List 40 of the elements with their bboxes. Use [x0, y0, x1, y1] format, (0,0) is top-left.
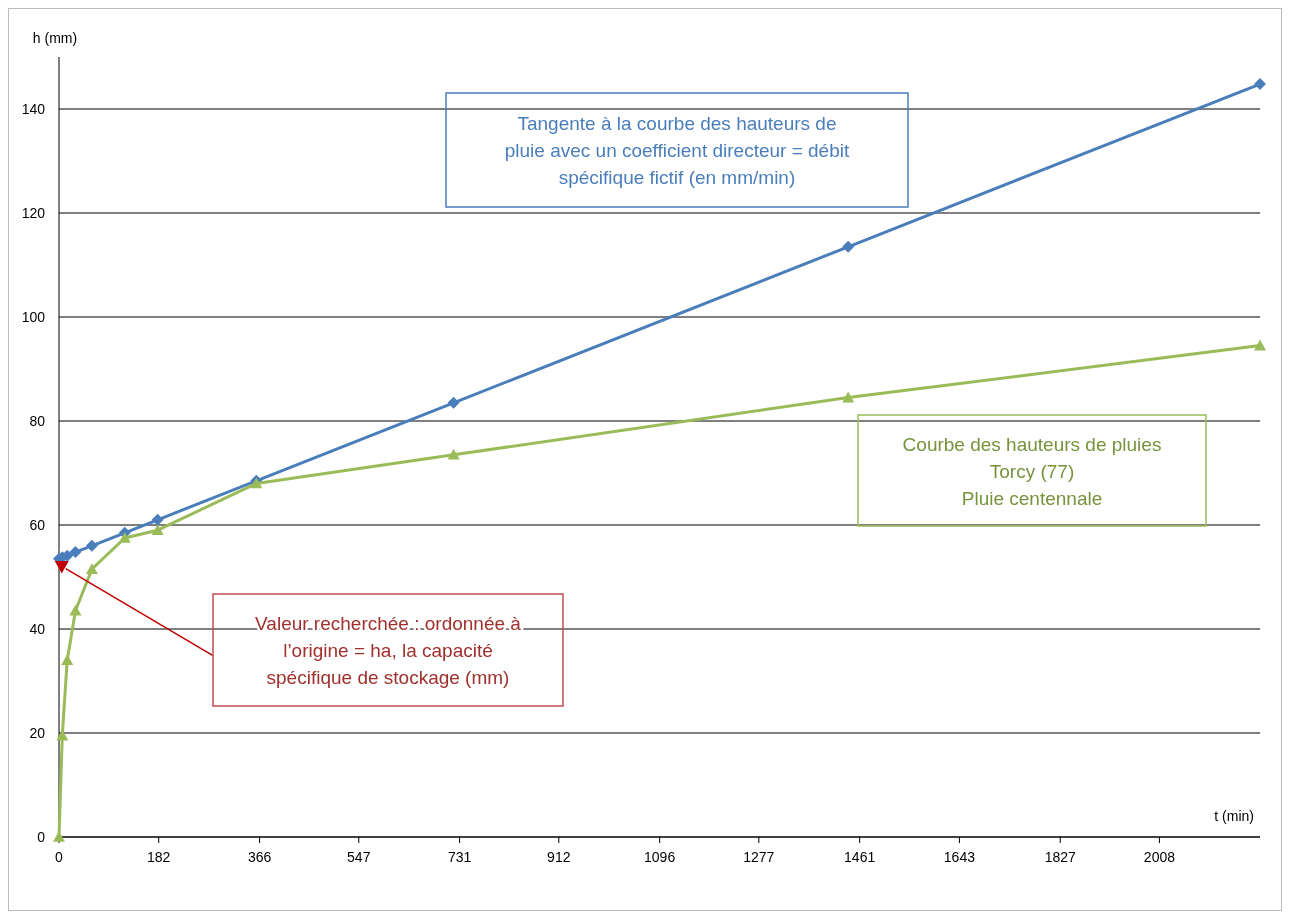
y-tick-label: 0: [37, 829, 46, 845]
x-tick-label: 547: [347, 849, 371, 865]
x-tick-label: 912: [547, 849, 571, 865]
annotation: Tangente à la courbe des hauteurs de pluie avec un coefficient directeur = débit spécifique fictif (en mm/min): [504, 113, 850, 188]
y-tick-label: 60: [29, 517, 46, 533]
y-tick-label: 120: [21, 205, 46, 221]
point: [56, 729, 69, 741]
x-axis-title: t (min): [1214, 808, 1254, 824]
x-tick-label: 1827: [1044, 849, 1077, 865]
x-tick-label: 1096: [644, 849, 676, 865]
point: [54, 561, 69, 574]
x-tick-label: 1643: [943, 849, 976, 865]
point: [118, 532, 131, 543]
y-tick-label: 100: [21, 309, 46, 325]
x-tick-label: 731: [447, 849, 472, 865]
point: [842, 240, 855, 253]
point: [1254, 78, 1266, 91]
y-tick-label: 140: [21, 101, 46, 117]
y-tick-label: 80: [29, 413, 46, 429]
x-tick-label: 1277: [743, 849, 775, 865]
x-tick-label: 366: [247, 849, 272, 865]
x-tick-label: 2008: [1143, 849, 1176, 865]
point: [151, 513, 164, 526]
y-tick-label: 40: [29, 621, 46, 637]
point: [69, 546, 82, 559]
x-tick-label: 182: [147, 849, 171, 865]
annotation: Courbe des hauteurs de pluies Torcy (77) Pluie centennale: [902, 433, 1162, 509]
point: [61, 654, 74, 665]
point: [151, 524, 164, 535]
x-tick-label: 0: [55, 849, 64, 865]
point: [1254, 339, 1266, 351]
point: [447, 396, 460, 409]
x-tick-label: 1461: [844, 849, 876, 865]
point: [842, 391, 855, 403]
point: [85, 563, 98, 574]
point: [69, 604, 82, 616]
point: [85, 539, 98, 552]
y-tick-label: 20: [29, 725, 46, 741]
y-axis-title: h (mm): [32, 30, 78, 46]
point: [447, 448, 460, 460]
